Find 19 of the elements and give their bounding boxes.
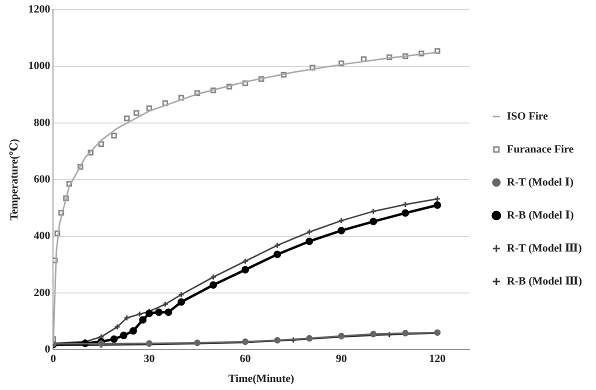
y-tick-label: 200 (34, 286, 51, 299)
y-tick-label: 1200 (28, 3, 51, 16)
x-axis-title: Time(Minute) (228, 373, 295, 386)
legend-label: R-T (Model Ⅰ) (506, 176, 574, 188)
legend-label: Furanace Fire (506, 143, 574, 156)
y-tick-label: 1000 (28, 60, 51, 72)
x-tick-label: 120 (429, 353, 446, 366)
legend-label: ISO Fire (506, 110, 548, 122)
legend-label: R-B (Model Ⅰ) (506, 209, 574, 222)
x-tick-label: 60 (240, 353, 252, 366)
x-tick-label: 30 (144, 353, 156, 366)
y-tick-label: 600 (34, 173, 51, 186)
y-tick-label: 0 (44, 343, 51, 356)
y-axis-title: Temperature(℃) (8, 138, 20, 220)
x-tick-label: 90 (336, 353, 348, 366)
y-tick-label: 400 (34, 230, 51, 242)
legend-label: R-B (Model Ⅲ) (506, 275, 582, 288)
legend-label: R-T (Model Ⅲ) (506, 242, 582, 254)
y-tick-label: 800 (34, 116, 51, 129)
